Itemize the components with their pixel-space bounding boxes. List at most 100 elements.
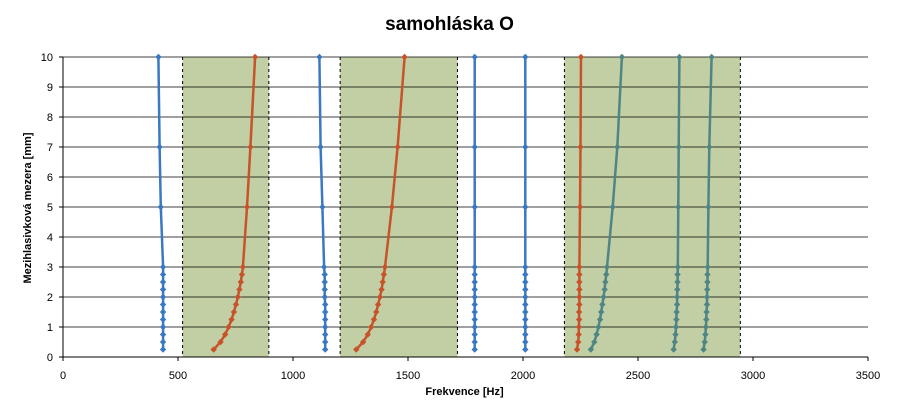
y-tick-label: 10: [41, 52, 53, 64]
point-F5-4: [672, 323, 680, 331]
point-f2-11: [321, 271, 328, 278]
point-F2-10: [379, 278, 386, 286]
point-F3-10: [576, 278, 583, 286]
series-layer: [155, 53, 715, 353]
point-f4-9: [522, 286, 529, 293]
point-F5-11: [674, 271, 681, 278]
tick-label-layer: 0 1 2 3 4 5 6 7 8 9 10 0 500 1000 1500 2000 2500 3000 3500: [41, 52, 880, 382]
x-tick-label: 1500: [396, 370, 420, 382]
point-f1-11: [159, 271, 167, 278]
point-F3-7: [576, 301, 583, 308]
point-F1-15: [251, 53, 259, 61]
point-f1-9: [159, 286, 167, 293]
point-f4-1: [522, 346, 529, 353]
y-tick-label: 9: [47, 82, 53, 94]
point-f4-10: [522, 278, 529, 286]
point-F1-4: [225, 323, 232, 331]
y-tick-label: 4: [47, 232, 53, 244]
point-F4-11: [603, 271, 610, 278]
chart-title: samohláska O: [385, 14, 514, 35]
point-F4-4: [595, 323, 602, 331]
point-F1-11: [238, 271, 246, 278]
point-F4-14: [614, 143, 621, 151]
y-tick-label: 2: [47, 292, 53, 304]
point-F1-3: [221, 331, 229, 338]
point-F6-3: [702, 331, 709, 338]
point-f2-8: [321, 293, 328, 301]
point-F6-10: [704, 278, 711, 286]
point-F1-10: [237, 278, 244, 286]
point-F2-8: [376, 293, 384, 301]
point-f4-14: [522, 143, 529, 151]
point-f1-8: [159, 293, 167, 301]
point-f4-6: [522, 308, 529, 316]
point-F2-1: [353, 346, 360, 353]
point-f3-5: [471, 316, 478, 323]
point-f3-8: [471, 293, 478, 301]
point-F4-10: [602, 278, 609, 286]
point-F6-14: [706, 143, 713, 151]
point-f3-6: [471, 308, 478, 316]
x-tick-label: 2000: [511, 370, 535, 382]
point-F6-2: [701, 338, 708, 346]
point-F2-13: [388, 203, 396, 211]
point-f1-15: [155, 53, 162, 61]
point-F3-13: [576, 203, 584, 211]
point-F6-7: [703, 301, 711, 308]
point-f1-4: [159, 323, 167, 331]
y-tick-label: 8: [47, 112, 53, 124]
point-f1-1: [159, 346, 167, 353]
point-f2-15: [316, 53, 323, 61]
point-F2-7: [374, 301, 382, 308]
point-F2-9: [378, 286, 385, 293]
point-f4-15: [522, 53, 529, 61]
point-F6-15: [708, 53, 715, 61]
point-f1-6: [159, 308, 167, 316]
point-F6-4: [702, 323, 710, 331]
point-F1-13: [243, 203, 251, 211]
point-F4-8: [600, 293, 607, 301]
point-F6-11: [704, 271, 711, 278]
point-f2-9: [321, 286, 328, 293]
point-F4-12: [603, 263, 611, 271]
point-f3-10: [471, 278, 478, 286]
point-f3-14: [471, 143, 478, 151]
point-F5-10: [674, 278, 681, 286]
point-F4-7: [599, 301, 606, 308]
point-F1-6: [230, 308, 238, 316]
point-f2-14: [317, 143, 324, 151]
point-F5-7: [673, 301, 681, 308]
point-F3-11: [576, 271, 583, 278]
point-f1-14: [156, 143, 163, 151]
point-F1-2: [217, 338, 224, 346]
point-F6-9: [704, 286, 711, 293]
point-F2-12: [381, 263, 389, 271]
point-f1-13: [157, 203, 164, 211]
point-F6-1: [700, 346, 707, 353]
point-F5-14: [675, 143, 682, 151]
y-tick-label: 3: [47, 262, 53, 274]
y-tick-label: 7: [47, 142, 53, 154]
point-F3-4: [575, 323, 583, 331]
point-F4-1: [587, 346, 595, 353]
point-f4-13: [522, 203, 529, 211]
point-f4-12: [522, 263, 529, 271]
axes-layer: [59, 56, 869, 361]
point-F2-4: [368, 323, 375, 331]
point-F3-2: [575, 338, 582, 346]
point-F5-15: [676, 53, 683, 61]
point-F4-2: [591, 338, 598, 346]
point-f3-13: [471, 203, 478, 211]
point-F1-7: [232, 301, 240, 308]
point-F3-15: [577, 53, 585, 61]
point-F6-12: [704, 263, 711, 271]
point-f2-12: [320, 263, 328, 271]
point-F2-6: [373, 308, 380, 316]
point-F5-12: [674, 263, 681, 271]
point-f2-6: [322, 308, 329, 316]
point-f4-2: [522, 338, 529, 346]
point-F2-3: [364, 331, 371, 338]
point-F2-14: [394, 143, 401, 151]
point-F5-3: [672, 331, 679, 338]
